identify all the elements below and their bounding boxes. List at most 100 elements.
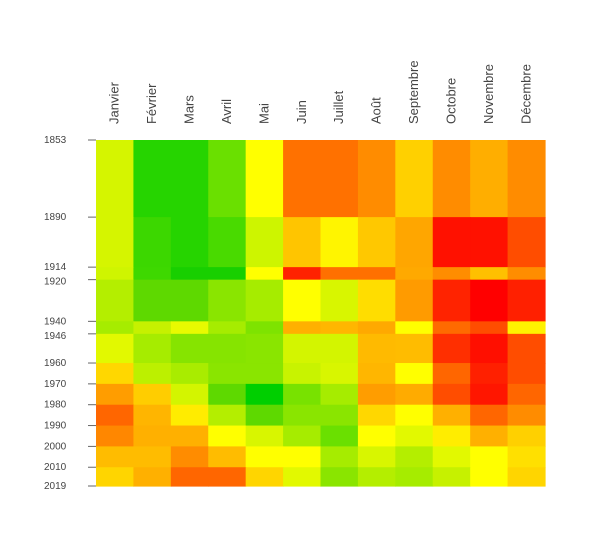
heatmap-cell [432, 279, 471, 322]
month-label: Mars [182, 95, 197, 124]
heatmap-cell [208, 425, 247, 447]
heatmap-cell [133, 446, 172, 468]
heatmap-cell [470, 425, 509, 447]
heatmap-cell [170, 467, 209, 487]
heatmap-cell [170, 140, 209, 218]
heatmap-cell [395, 425, 434, 447]
heatmap-cell [170, 279, 209, 322]
heatmap-cell [395, 333, 434, 364]
heatmap-cell [470, 383, 509, 406]
heatmap-cell [96, 363, 135, 385]
heatmap-cell [283, 425, 322, 447]
heatmap-cell [208, 404, 247, 427]
heatmap-cell [283, 217, 322, 268]
heatmap-cell [395, 446, 434, 468]
heatmap-cell [208, 321, 247, 335]
heatmap-cell [507, 140, 546, 218]
heatmap-cell [357, 363, 396, 385]
heatmap-cell [283, 363, 322, 385]
heatmap-cell [133, 425, 172, 447]
heatmap-cell [283, 333, 322, 364]
heatmap-cell [507, 467, 546, 487]
heatmap-cell [170, 425, 209, 447]
heatmap-cell [432, 425, 471, 447]
year-tick-label: 1970 [44, 379, 67, 390]
heatmap-cell [245, 363, 284, 385]
heatmap-cell [245, 467, 284, 487]
month-label: Juillet [331, 90, 346, 124]
heatmap-cell [320, 279, 359, 322]
heatmap-cell [320, 363, 359, 385]
heatmap-cell [96, 467, 135, 487]
month-label: Janvier [107, 81, 122, 124]
heatmap-cell [283, 404, 322, 427]
heatmap-cell [357, 217, 396, 268]
heatmap-cell [133, 383, 172, 406]
heatmap-cell [395, 404, 434, 427]
heatmap-cell [395, 363, 434, 385]
year-tick-label: 1990 [44, 421, 67, 432]
heatmap-cell [96, 321, 135, 335]
year-tick-label: 1980 [44, 400, 67, 411]
heatmap-cell [395, 279, 434, 322]
heatmap-cell [470, 267, 509, 281]
year-tick-label: 1960 [44, 358, 67, 369]
heatmap-cell [133, 279, 172, 322]
heatmap-cell [357, 140, 396, 218]
heatmap-cell [357, 321, 396, 335]
heatmap-cell [283, 267, 322, 281]
heatmap-cell [96, 217, 135, 268]
heatmap-cell [133, 333, 172, 364]
heatmap-cell [507, 279, 546, 322]
heatmap-cell [357, 279, 396, 322]
heatmap-cell [245, 140, 284, 218]
heatmap-cell [320, 267, 359, 281]
heatmap-cell [507, 404, 546, 427]
heatmap-cell [208, 446, 247, 468]
heatmap-cell [357, 404, 396, 427]
heatmap-cell [432, 321, 471, 335]
heatmap-cell [96, 425, 135, 447]
heatmap-cell [245, 333, 284, 364]
heatmap-cell [507, 321, 546, 335]
heatmap-cell [507, 425, 546, 447]
heatmap-cell [283, 467, 322, 487]
year-tick-label: 2010 [44, 462, 67, 473]
month-label: Avril [219, 99, 234, 124]
heatmap-cell [357, 267, 396, 281]
heatmap-cell [208, 333, 247, 364]
heatmap-cell [357, 383, 396, 406]
heatmap-cell [395, 321, 434, 335]
heatmap-cell [320, 467, 359, 487]
heatmap-cell [507, 446, 546, 468]
heatmap-cell [208, 383, 247, 406]
heatmap-cell [96, 404, 135, 427]
heatmap-cell [133, 140, 172, 218]
heatmap-cell [208, 267, 247, 281]
heatmap-cell [357, 333, 396, 364]
heatmap-cell [208, 217, 247, 268]
heatmap-cell [96, 279, 135, 322]
month-label: Septembre [406, 60, 421, 124]
year-tick-label: 2000 [44, 441, 67, 452]
heatmap-cell [470, 404, 509, 427]
heatmap-cell [245, 383, 284, 406]
heatmap-cell [395, 383, 434, 406]
heatmap-cell [432, 333, 471, 364]
heatmap-cell [208, 279, 247, 322]
heatmap-cell [170, 321, 209, 335]
heatmap-cell [170, 383, 209, 406]
month-label: Octobre [443, 78, 458, 124]
heatmap-cell [245, 217, 284, 268]
heatmap-cell [170, 363, 209, 385]
year-tick-label: 2019 [44, 481, 67, 492]
heatmap-cell [432, 404, 471, 427]
heatmap-cell [395, 140, 434, 218]
heatmap-cell [320, 404, 359, 427]
heatmap-cell [133, 363, 172, 385]
heatmap-cell [320, 383, 359, 406]
heatmap-cells [96, 140, 546, 487]
heatmap-cell [470, 321, 509, 335]
heatmap-cell [245, 446, 284, 468]
heatmap-cell [432, 140, 471, 218]
